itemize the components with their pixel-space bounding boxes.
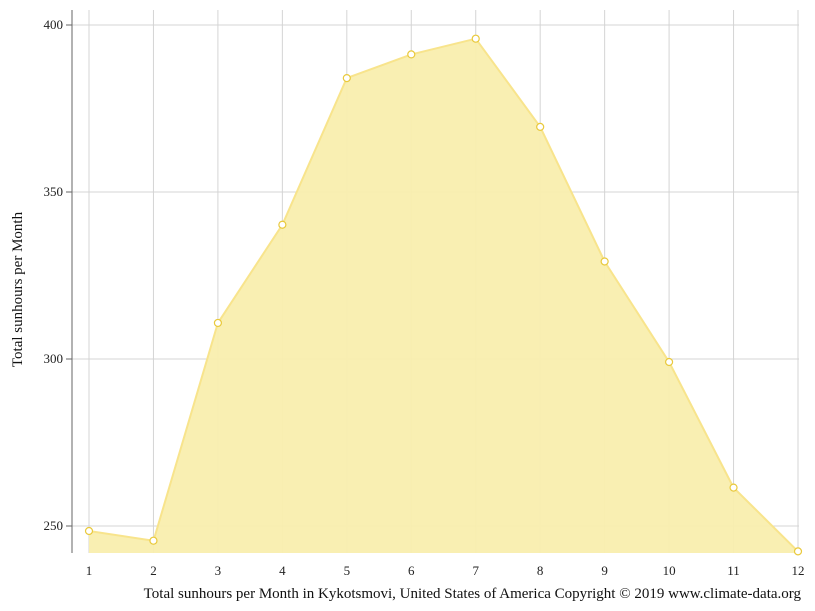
x-tick-label-11: 11 bbox=[727, 563, 740, 578]
y-axis-ticks: 250 300 350 400 bbox=[44, 17, 72, 533]
y-tick-label-350: 350 bbox=[44, 184, 64, 199]
data-point-3 bbox=[213, 318, 223, 328]
x-tick-label-12: 12 bbox=[792, 563, 805, 578]
x-tick-label-9: 9 bbox=[601, 563, 608, 578]
data-point-7 bbox=[471, 34, 480, 43]
data-point-2 bbox=[149, 536, 158, 545]
data-point-6 bbox=[407, 50, 416, 59]
data-point-markers bbox=[84, 34, 803, 556]
data-point-8 bbox=[536, 122, 545, 131]
x-tick-label-2: 2 bbox=[150, 563, 157, 578]
data-point-1 bbox=[84, 526, 94, 536]
data-point-4 bbox=[278, 220, 287, 229]
y-tick-label-300: 300 bbox=[44, 351, 64, 366]
chart-caption: Total sunhours per Month in Kykotsmovi, … bbox=[144, 586, 802, 602]
data-point-11 bbox=[729, 483, 738, 492]
x-tick-label-6: 6 bbox=[408, 563, 415, 578]
data-point-12 bbox=[793, 547, 803, 556]
x-tick-label-5: 5 bbox=[344, 563, 351, 578]
x-axis-ticks: 1 2 3 4 5 6 7 8 9 10 11 12 bbox=[86, 563, 805, 578]
y-tick-label-400: 400 bbox=[44, 17, 64, 32]
data-point-9 bbox=[600, 257, 609, 266]
data-point-10 bbox=[664, 357, 674, 367]
data-point-5 bbox=[342, 74, 351, 83]
y-axis-title: Total sunhours per Month bbox=[10, 211, 26, 367]
series-line bbox=[88, 37, 799, 553]
x-tick-label-1: 1 bbox=[86, 563, 93, 578]
y-tick-label-250: 250 bbox=[44, 518, 64, 533]
x-tick-label-8: 8 bbox=[537, 563, 544, 578]
x-tick-label-10: 10 bbox=[663, 563, 676, 578]
x-tick-label-7: 7 bbox=[472, 563, 479, 578]
x-tick-label-4: 4 bbox=[279, 563, 286, 578]
area-fill bbox=[89, 38, 798, 553]
x-tick-label-3: 3 bbox=[215, 563, 222, 578]
